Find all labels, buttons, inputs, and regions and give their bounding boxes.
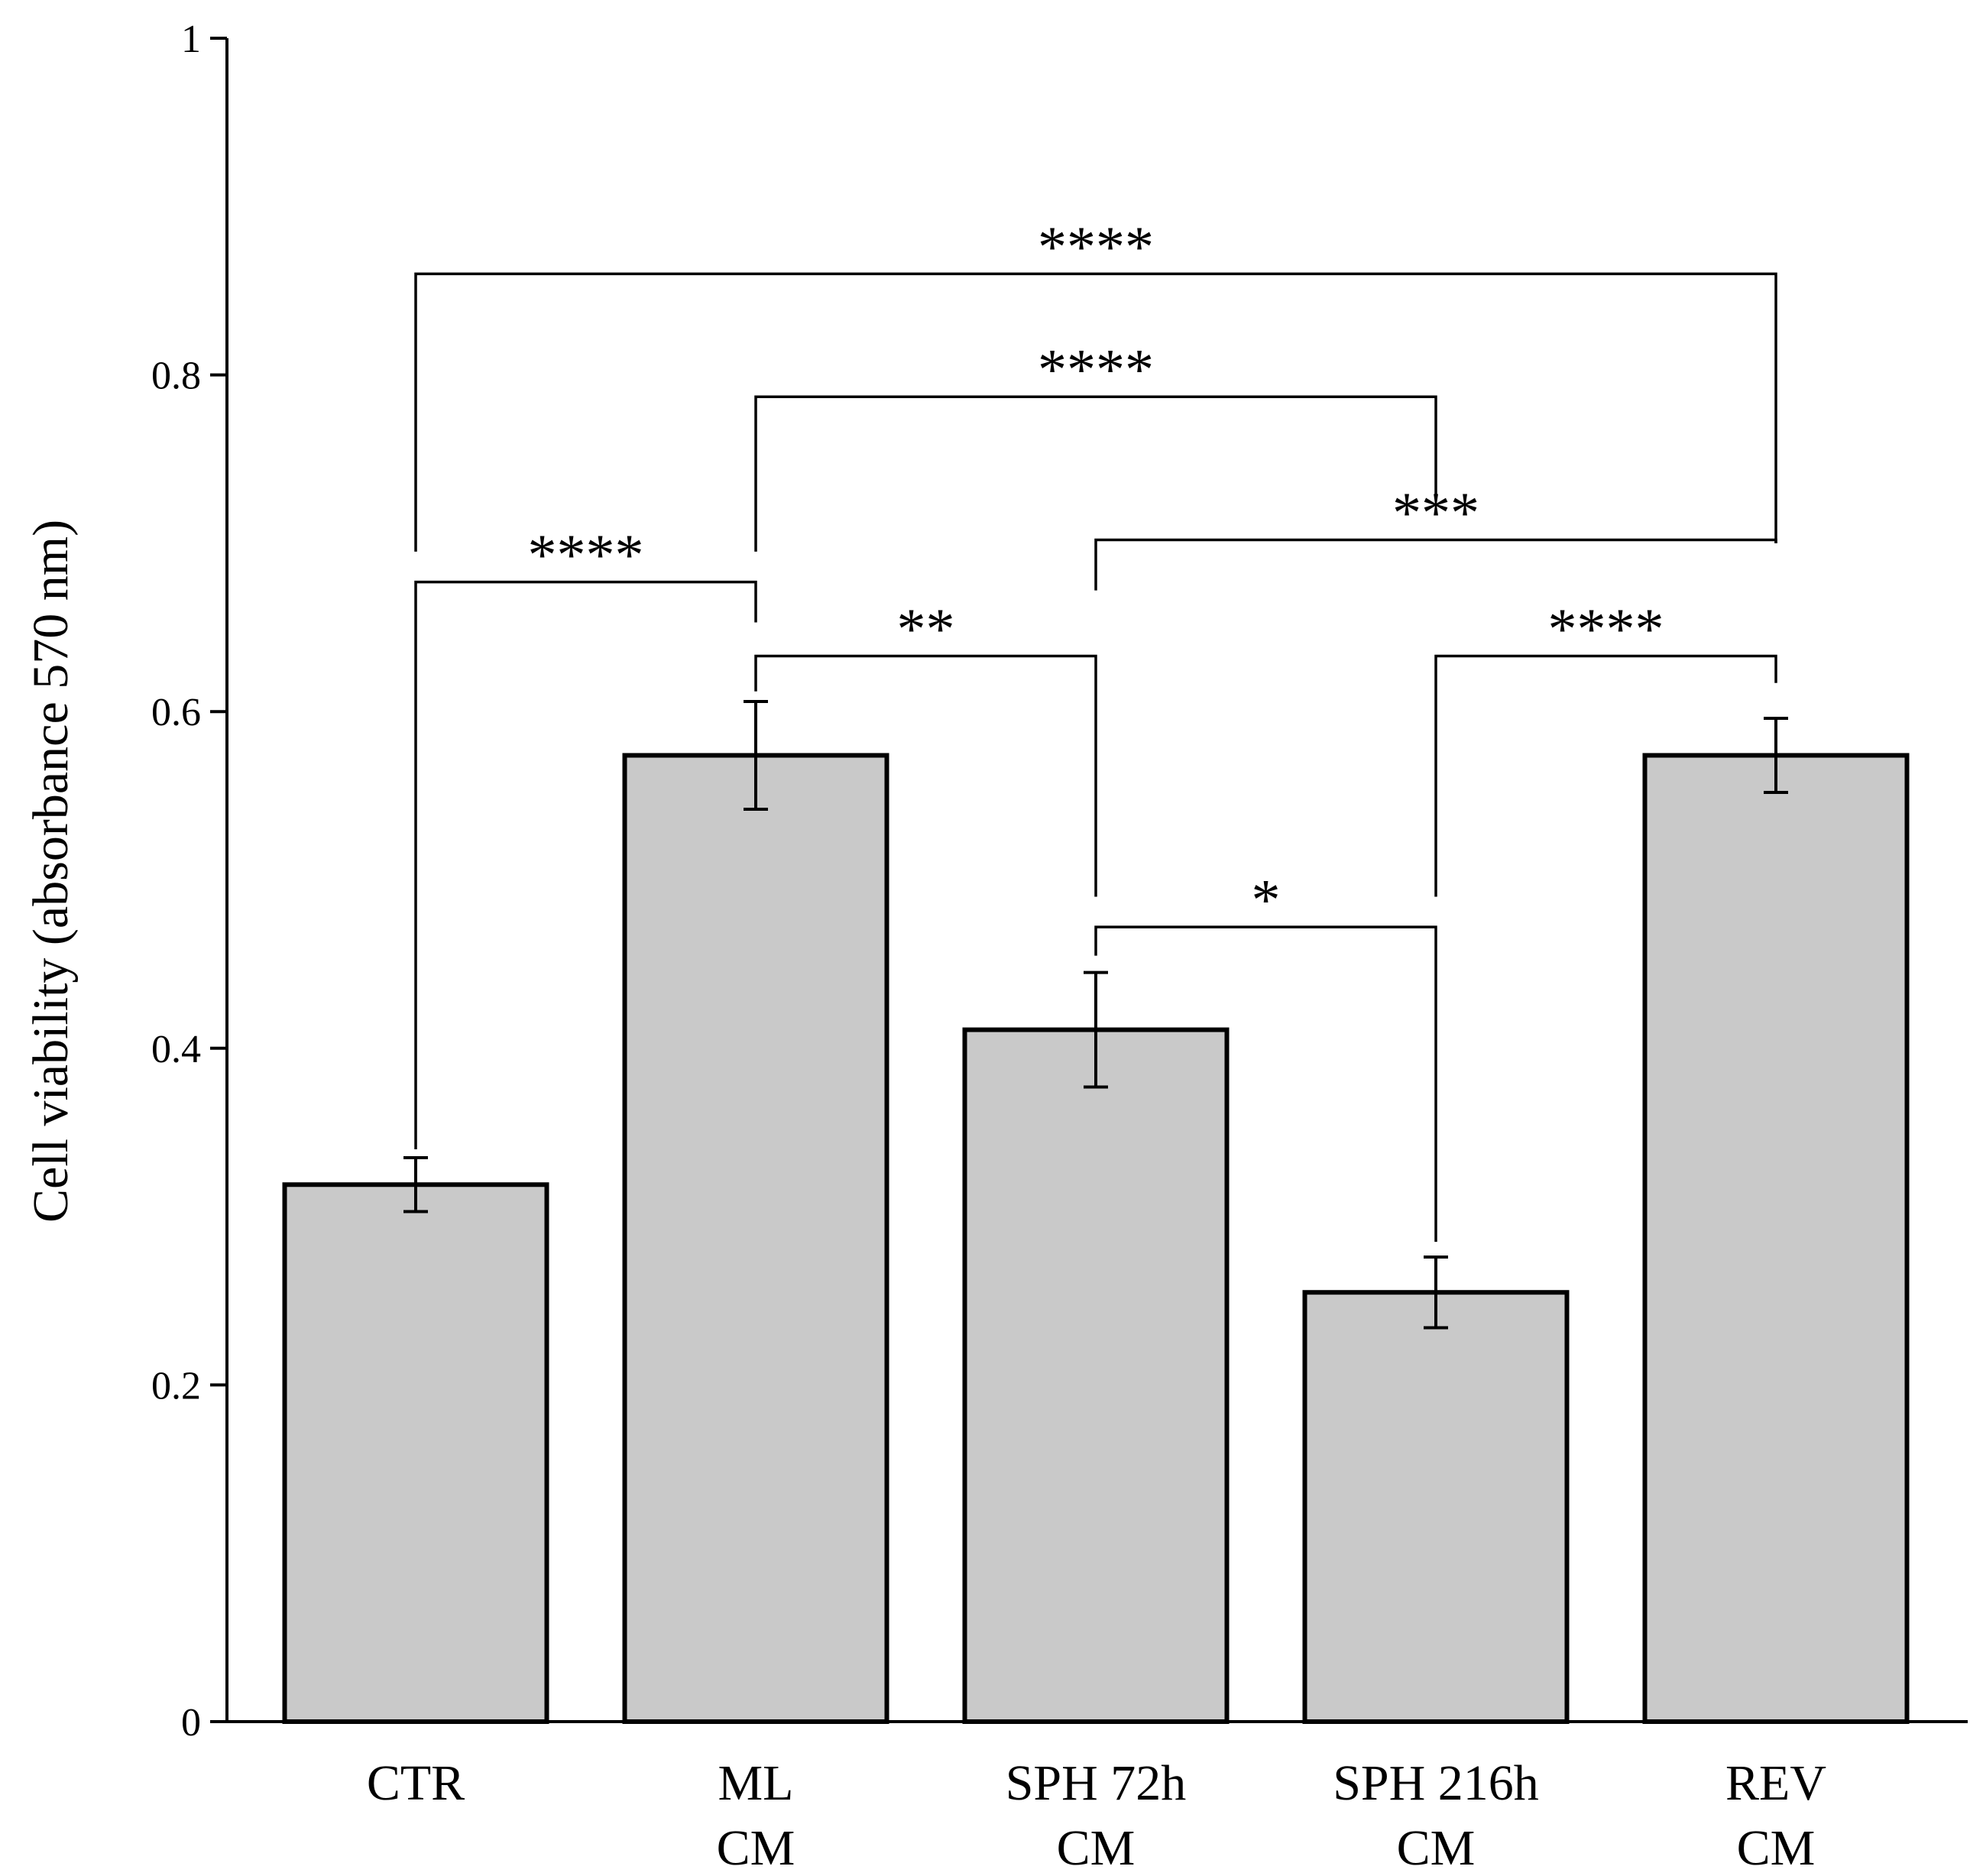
y-axis-title: Cell viability (absorbance 570 nm) [23,520,79,1223]
y-ticks-group: 0 0.2 0.4 0.6 0.8 1 [151,18,227,1745]
x-tick-label-2-line2: CM [717,1820,795,1876]
significance-bracket-3 [1096,539,1776,590]
significance-label-7: * [1252,868,1281,932]
significance-bracket-2 [756,397,1436,552]
y-tick-label-6: 1 [181,18,201,61]
significance-label-6: **** [1548,598,1664,662]
bar-3 [965,1030,1227,1722]
bar-2 [625,755,887,1722]
significance-label-3: *** [1392,481,1479,545]
significance-label-4: **** [528,523,644,588]
y-tick-label-4: 0.6 [151,691,201,734]
x-tick-label-4: SPH 216h [1333,1755,1539,1811]
x-tick-label-2: ML [718,1755,794,1811]
significance-label-2: **** [1038,338,1154,402]
x-tick-label-1: CTR [367,1755,465,1811]
x-tick-label-5: REV [1725,1755,1826,1811]
bar-5 [1645,755,1907,1722]
y-tick-label-2: 0.2 [151,1364,201,1408]
x-labels-group: CTR ML CM SPH 72h CM SPH 216h CM REV CM [367,1755,1826,1876]
bar-4 [1305,1292,1567,1722]
significance-label-5: ** [897,598,955,662]
bar-chart: ***************** ***** 00.20.40.60.81 CT… [0,0,1970,1876]
bars-group [285,755,1907,1722]
bar-1 [285,1184,547,1722]
x-tick-label-3-line2: CM [1057,1820,1136,1876]
x-tick-label-4-line2: CM [1397,1820,1476,1876]
significance-label-1: **** [1038,215,1154,279]
x-tick-label-3: SPH 72h [1006,1755,1187,1811]
y-tick-label-3: 0.4 [151,1028,201,1071]
y-tick-label-1: 0 [181,1701,201,1745]
y-tick-label-5: 0.8 [151,355,201,398]
x-tick-label-5-line2: CM [1737,1820,1816,1876]
significance-bracket-1 [416,274,1776,551]
